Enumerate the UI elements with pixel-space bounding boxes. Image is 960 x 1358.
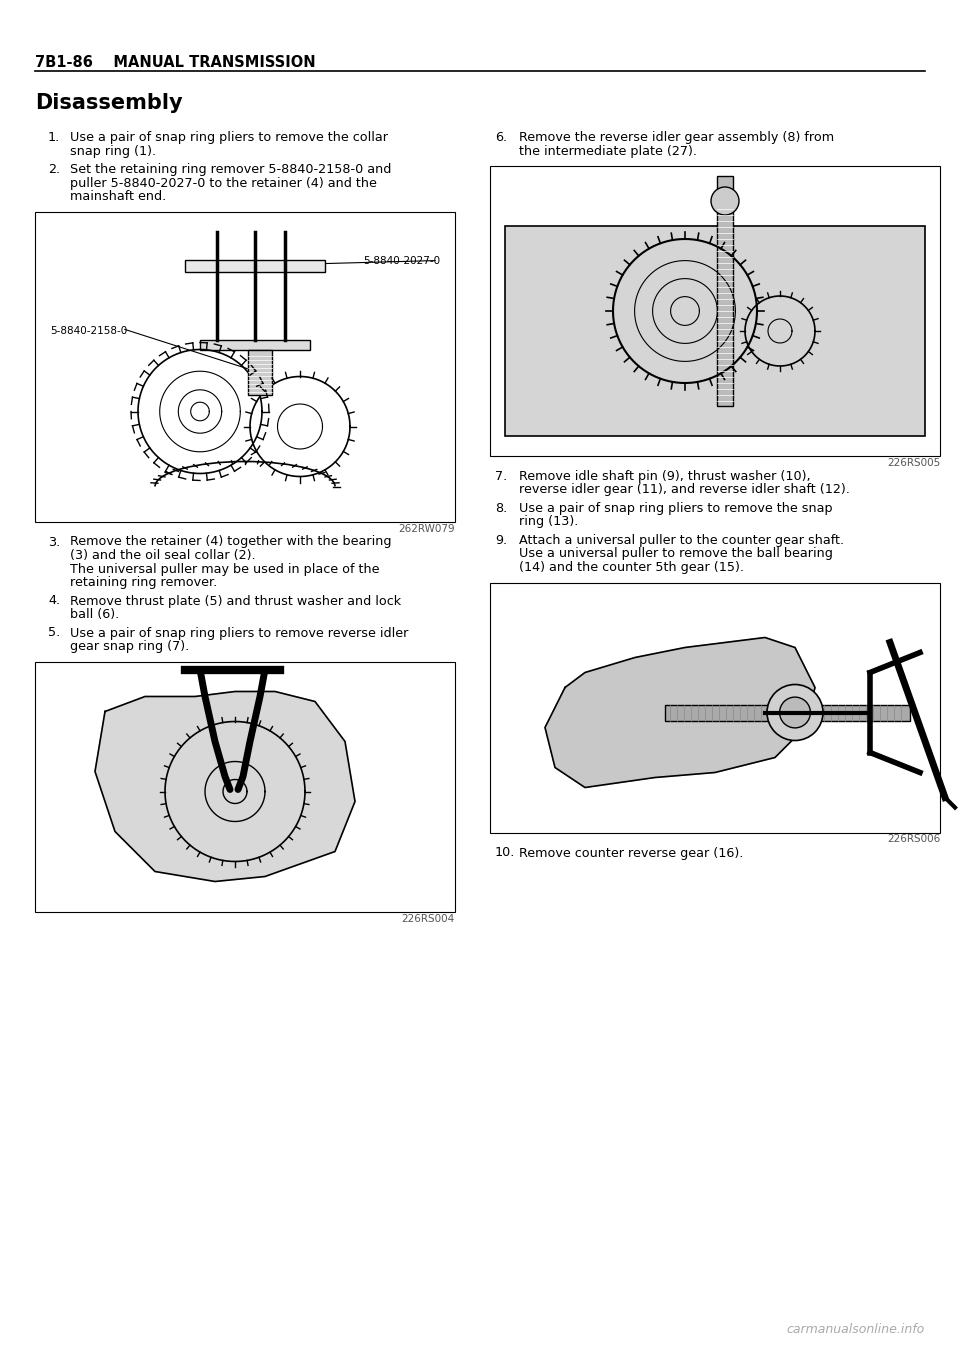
Text: 226RS004: 226RS004 bbox=[401, 914, 455, 923]
Text: 4.: 4. bbox=[48, 595, 60, 607]
Text: carmanualsonline.info: carmanualsonline.info bbox=[787, 1323, 925, 1336]
Text: 5-8840-2158-0: 5-8840-2158-0 bbox=[50, 326, 128, 337]
Text: ring (13).: ring (13). bbox=[519, 516, 578, 528]
Text: reverse idler gear (11), and reverse idler shaft (12).: reverse idler gear (11), and reverse idl… bbox=[519, 483, 850, 497]
FancyBboxPatch shape bbox=[505, 225, 925, 436]
Text: 2.: 2. bbox=[48, 163, 60, 177]
Text: 5.: 5. bbox=[48, 626, 60, 640]
Text: 7B1-86    MANUAL TRANSMISSION: 7B1-86 MANUAL TRANSMISSION bbox=[35, 56, 316, 71]
Text: 6.: 6. bbox=[495, 130, 507, 144]
Text: ball (6).: ball (6). bbox=[70, 608, 119, 621]
Text: Use a pair of snap ring pliers to remove reverse idler: Use a pair of snap ring pliers to remove… bbox=[70, 626, 408, 640]
Text: Remove the retainer (4) together with the bearing: Remove the retainer (4) together with th… bbox=[70, 535, 392, 549]
Text: 8.: 8. bbox=[495, 502, 507, 515]
Text: Use a pair of snap ring pliers to remove the snap: Use a pair of snap ring pliers to remove… bbox=[519, 502, 832, 515]
Text: gear snap ring (7).: gear snap ring (7). bbox=[70, 640, 189, 653]
Text: 7.: 7. bbox=[495, 470, 507, 483]
Text: Use a pair of snap ring pliers to remove the collar: Use a pair of snap ring pliers to remove… bbox=[70, 130, 388, 144]
Circle shape bbox=[780, 697, 810, 728]
Text: mainshaft end.: mainshaft end. bbox=[70, 190, 166, 202]
Text: puller 5-8840-2027-0 to the retainer (4) and the: puller 5-8840-2027-0 to the retainer (4)… bbox=[70, 177, 377, 190]
Bar bbox=[35, 212, 455, 521]
Text: Use a universal puller to remove the ball bearing: Use a universal puller to remove the bal… bbox=[519, 547, 833, 561]
Bar bbox=[35, 661, 455, 911]
Text: retaining ring remover.: retaining ring remover. bbox=[70, 576, 217, 589]
Bar bbox=[717, 177, 733, 406]
Text: (14) and the counter 5th gear (15).: (14) and the counter 5th gear (15). bbox=[519, 561, 744, 574]
FancyBboxPatch shape bbox=[200, 340, 310, 349]
Text: The universal puller may be used in place of the: The universal puller may be used in plac… bbox=[70, 562, 379, 576]
Bar bbox=[490, 166, 940, 456]
Text: Remove counter reverse gear (16).: Remove counter reverse gear (16). bbox=[519, 846, 743, 860]
Polygon shape bbox=[95, 691, 355, 881]
Text: Attach a universal puller to the counter gear shaft.: Attach a universal puller to the counter… bbox=[519, 534, 844, 547]
Bar bbox=[665, 705, 910, 721]
Text: Remove thrust plate (5) and thrust washer and lock: Remove thrust plate (5) and thrust washe… bbox=[70, 595, 401, 607]
Circle shape bbox=[767, 684, 823, 740]
Text: Remove idle shaft pin (9), thrust washer (10),: Remove idle shaft pin (9), thrust washer… bbox=[519, 470, 810, 483]
Text: Disassembly: Disassembly bbox=[35, 92, 182, 113]
Text: 10.: 10. bbox=[495, 846, 516, 860]
Text: 9.: 9. bbox=[495, 534, 507, 547]
Polygon shape bbox=[545, 637, 815, 788]
Text: snap ring (1).: snap ring (1). bbox=[70, 144, 156, 158]
Circle shape bbox=[711, 187, 739, 215]
Text: Remove the reverse idler gear assembly (8) from: Remove the reverse idler gear assembly (… bbox=[519, 130, 834, 144]
FancyBboxPatch shape bbox=[185, 259, 325, 272]
Text: 226RS006: 226RS006 bbox=[887, 835, 940, 845]
Text: 5-8840-2027-0: 5-8840-2027-0 bbox=[363, 257, 440, 266]
Text: 1.: 1. bbox=[48, 130, 60, 144]
Text: 262RW079: 262RW079 bbox=[398, 523, 455, 534]
Text: 3.: 3. bbox=[48, 535, 60, 549]
Text: the intermediate plate (27).: the intermediate plate (27). bbox=[519, 144, 697, 158]
Bar bbox=[248, 349, 272, 395]
Text: (3) and the oil seal collar (2).: (3) and the oil seal collar (2). bbox=[70, 549, 255, 562]
Text: Set the retaining ring remover 5-8840-2158-0 and: Set the retaining ring remover 5-8840-21… bbox=[70, 163, 392, 177]
Bar bbox=[490, 583, 940, 832]
Text: 226RS005: 226RS005 bbox=[887, 458, 940, 469]
